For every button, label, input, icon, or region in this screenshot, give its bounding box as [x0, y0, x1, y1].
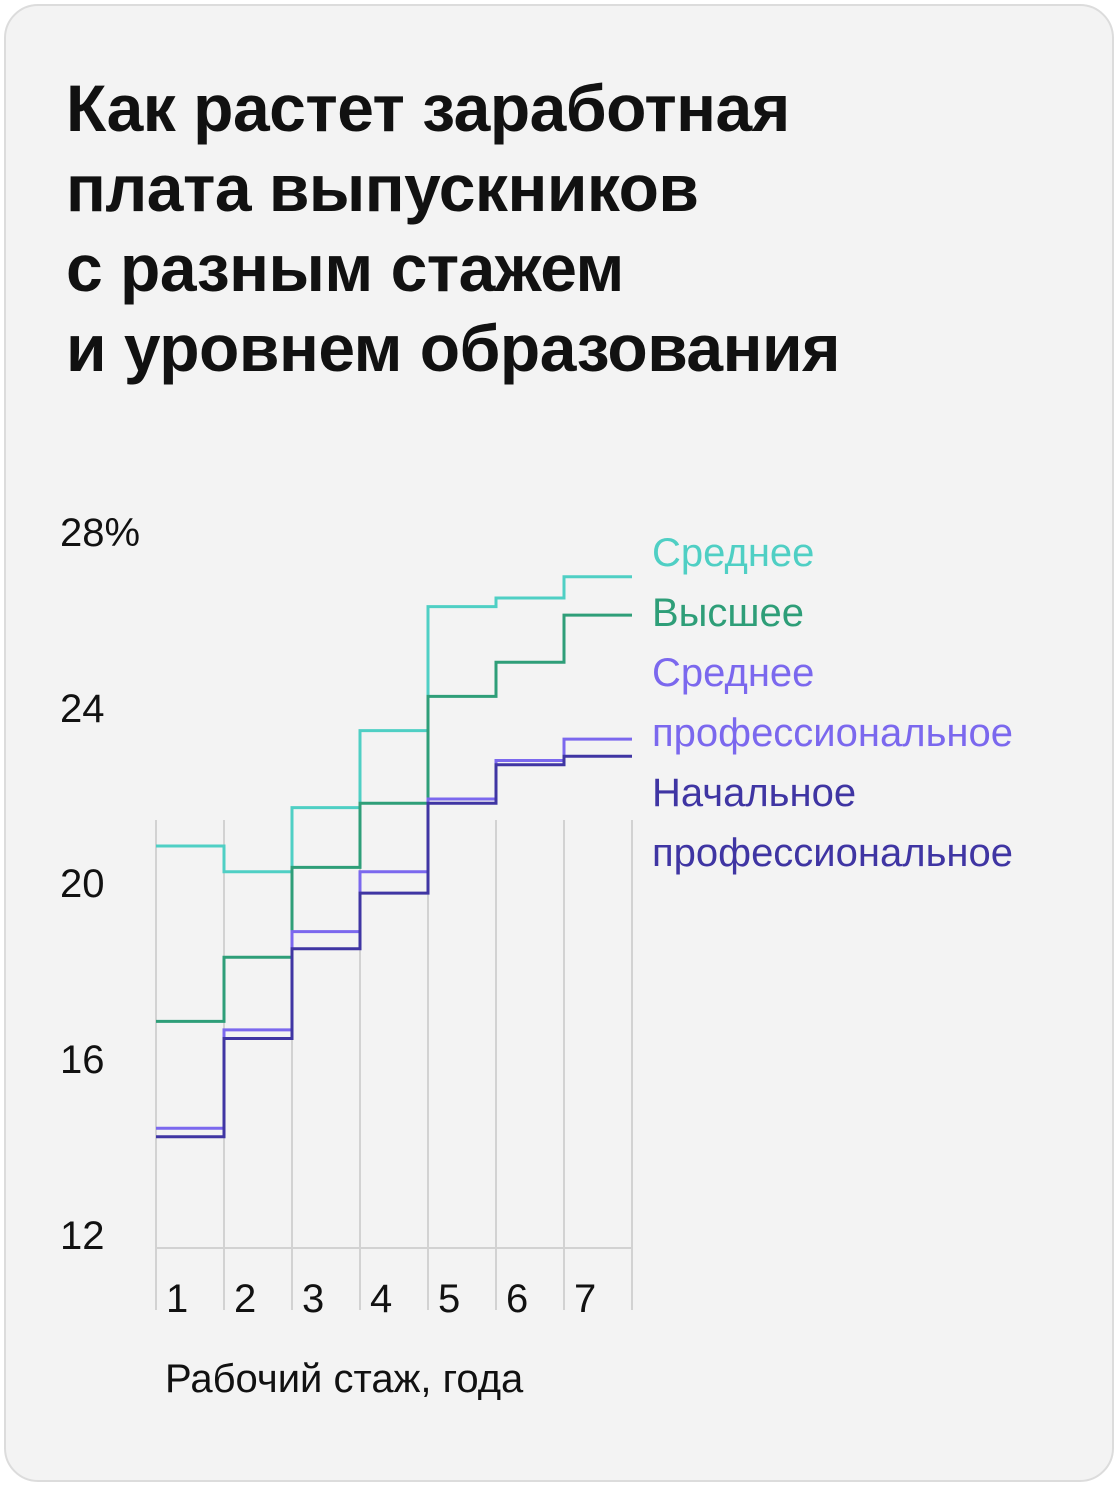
y-tick-label: 12	[60, 1214, 105, 1258]
chart-title-line: плата выпускников	[66, 151, 699, 225]
chart-title: Как растет заработная плата выпускников …	[66, 68, 1066, 388]
legend-label: Высшее	[652, 591, 804, 635]
x-tick-label: 6	[506, 1277, 528, 1321]
series-line	[156, 613, 632, 1023]
y-tick-label: 20	[60, 862, 105, 906]
x-tick-label: 3	[302, 1277, 324, 1321]
legend-label: Среднее	[652, 651, 814, 695]
legend-label: профессиональное	[652, 711, 1013, 755]
x-tick-label: 2	[234, 1277, 256, 1321]
y-tick-label: 24	[60, 687, 105, 731]
chart-card: Как растет заработная плата выпускников …	[4, 4, 1114, 1482]
chart-title-line: с разным стажем	[66, 231, 624, 305]
y-tick-label: 28%	[60, 511, 140, 555]
legend-label: Начальное	[652, 771, 856, 815]
series-line	[156, 575, 632, 874]
chart-title-line: и уровнем образования	[66, 311, 841, 385]
series-line	[156, 737, 632, 1130]
x-tick-label: 7	[574, 1277, 596, 1321]
series-line	[156, 754, 632, 1139]
x-tick-label: 4	[370, 1277, 392, 1321]
y-tick-label: 16	[60, 1038, 105, 1082]
chart-title-line: Как растет заработная	[66, 71, 790, 145]
x-tick-label: 5	[438, 1277, 460, 1321]
legend-label: Среднее	[652, 531, 814, 575]
x-axis-label: Рабочий стаж, года	[165, 1357, 524, 1401]
x-tick-label: 1	[166, 1277, 188, 1321]
legend-label: профессиональное	[652, 831, 1013, 875]
